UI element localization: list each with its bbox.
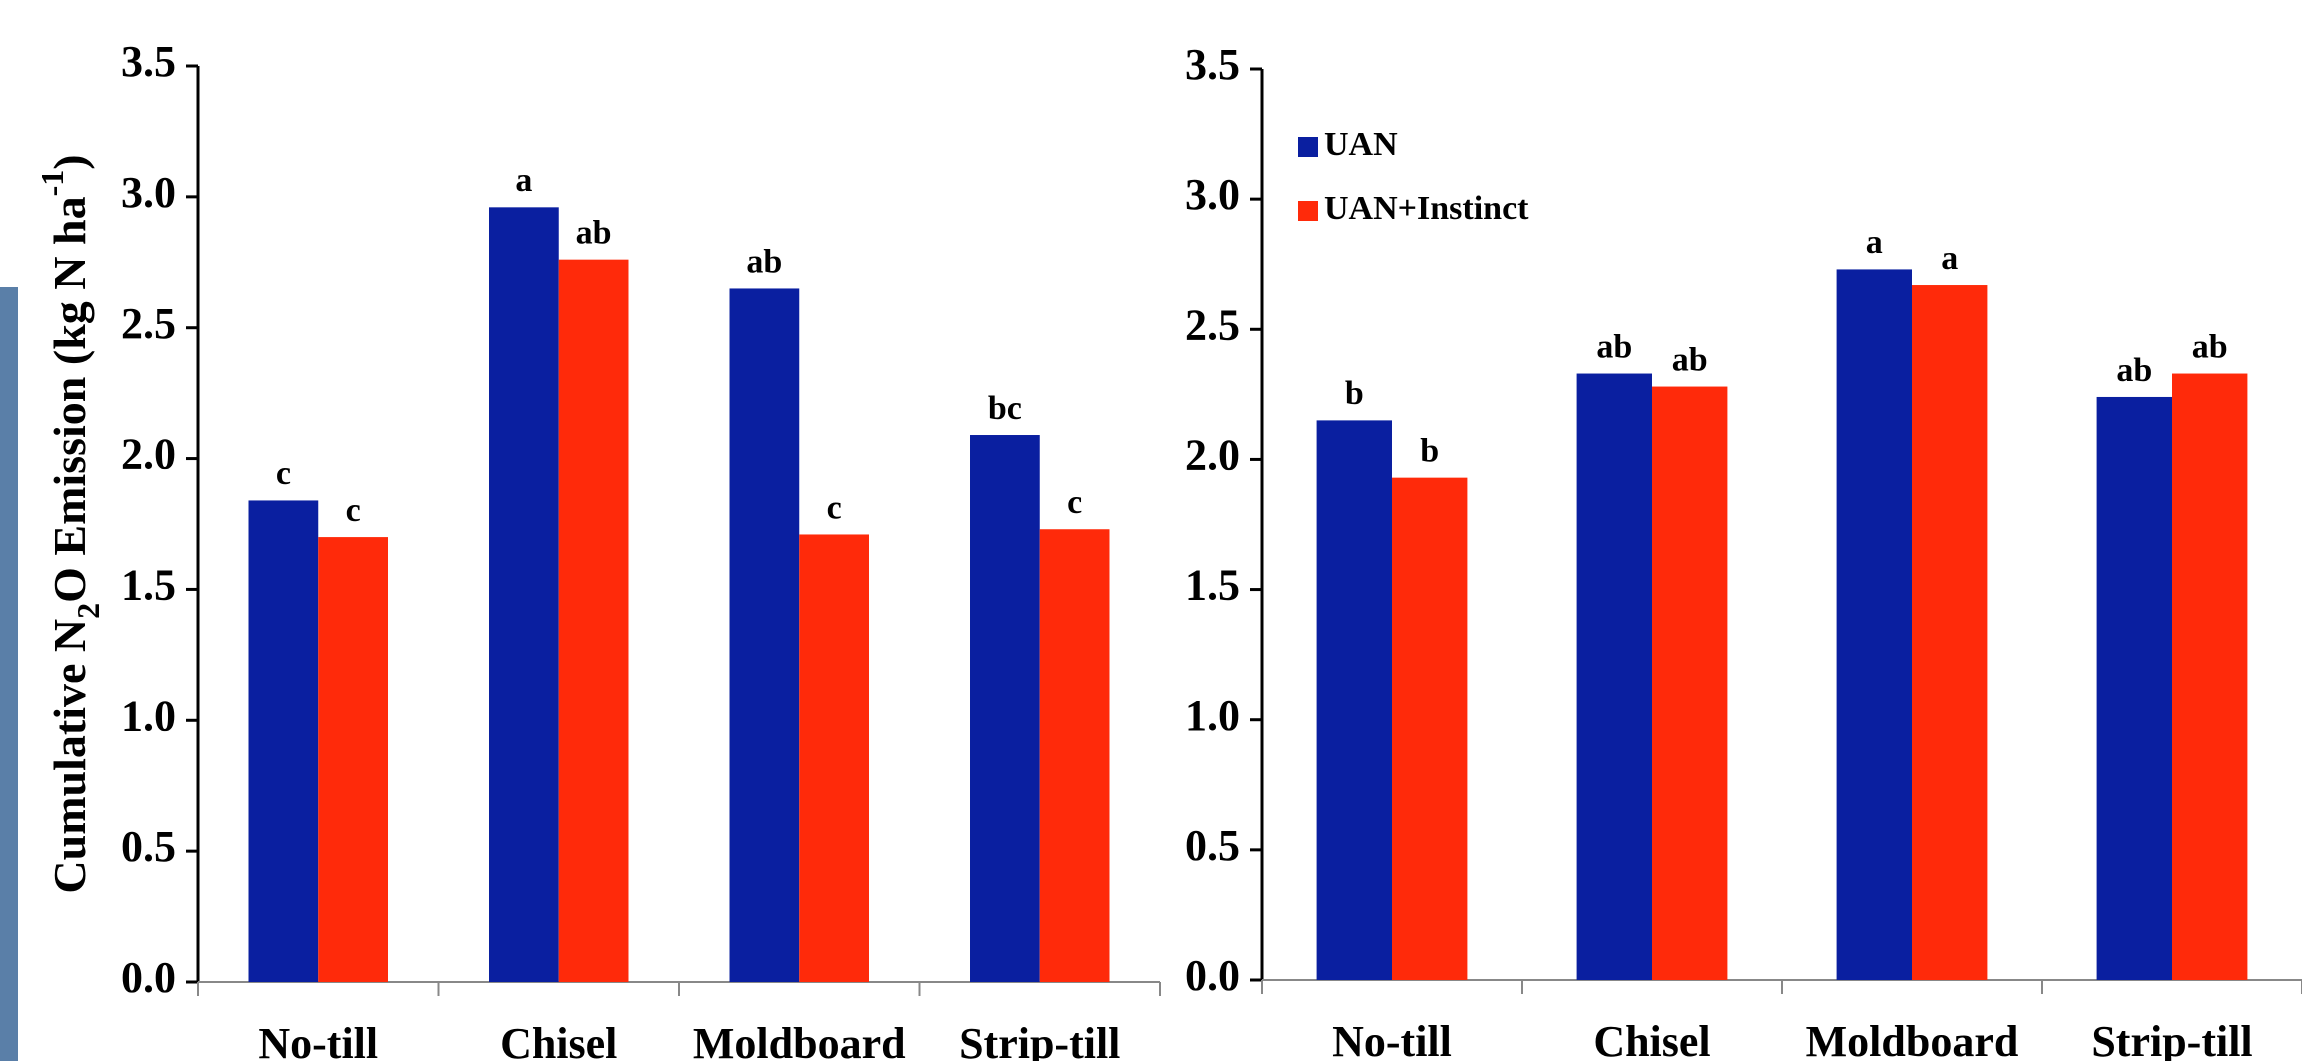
significance-letter: c bbox=[1067, 484, 1082, 521]
bar bbox=[559, 260, 629, 982]
y-tick-label: 2.5 bbox=[1185, 300, 1240, 349]
y-tick-label: 3.5 bbox=[1185, 40, 1240, 89]
bar bbox=[1912, 285, 1987, 980]
y-axis-label-part: Cumulative N bbox=[44, 619, 95, 894]
significance-letter: ab bbox=[1596, 328, 1632, 365]
bar bbox=[1317, 420, 1392, 980]
bar bbox=[1040, 529, 1110, 982]
bar bbox=[249, 500, 319, 982]
x-tick-label: No-till bbox=[1332, 1017, 1452, 1061]
y-tick-label: 1.0 bbox=[121, 691, 176, 740]
y-tick-label: 2.5 bbox=[121, 299, 176, 348]
bar bbox=[1837, 269, 1912, 980]
y-tick-label: 0.0 bbox=[121, 953, 176, 1002]
x-tick-label: Chisel bbox=[500, 1019, 617, 1061]
bar bbox=[489, 207, 559, 982]
significance-letter: a bbox=[515, 162, 532, 199]
y-tick-label: 0.0 bbox=[1185, 951, 1240, 1000]
y-axis-label-part: -1 bbox=[34, 170, 70, 197]
significance-letter: ab bbox=[2192, 328, 2228, 365]
significance-letter: c bbox=[827, 489, 842, 526]
bar bbox=[1392, 478, 1467, 980]
significance-letter: ab bbox=[746, 243, 782, 280]
background-photo-strip bbox=[0, 287, 18, 1061]
y-tick-label: 2.0 bbox=[1185, 431, 1240, 480]
y-tick-label: 0.5 bbox=[1185, 821, 1240, 870]
significance-letter: ab bbox=[576, 214, 612, 251]
y-tick-label: 3.0 bbox=[1185, 170, 1240, 219]
significance-letter: a bbox=[1941, 240, 1958, 277]
legend-label: UAN bbox=[1324, 126, 1398, 163]
significance-letter: bc bbox=[988, 390, 1022, 427]
y-tick-label: 0.5 bbox=[121, 822, 176, 871]
x-tick-label: Moldboard bbox=[693, 1019, 906, 1061]
bar bbox=[730, 288, 800, 982]
chart: 0.0 0.5 1.0 1.5 2.0 2.5 3.0 3.5 No-till c c Chisel a… bbox=[0, 0, 2302, 1061]
y-tick-label: 1.5 bbox=[1185, 561, 1240, 610]
y-axis-label-part: ) bbox=[44, 154, 95, 169]
significance-letter: c bbox=[276, 455, 291, 492]
x-tick-label: Moldboard bbox=[1806, 1017, 2019, 1061]
significance-letter: ab bbox=[1672, 341, 1708, 378]
y-axis-label-part: O Emission (kg N ha bbox=[44, 196, 95, 602]
significance-letter: c bbox=[346, 492, 361, 529]
bar bbox=[799, 534, 869, 982]
y-axis-label: Cumulative N2O Emission (kg N ha-1) bbox=[34, 154, 106, 893]
bar bbox=[318, 537, 388, 982]
y-tick-label: 1.0 bbox=[1185, 691, 1240, 740]
significance-letter: ab bbox=[2116, 352, 2152, 389]
bar bbox=[2097, 397, 2172, 980]
y-tick-label: 2.0 bbox=[121, 430, 176, 479]
legend-label: UAN+Instinct bbox=[1324, 190, 1529, 227]
x-tick-label: Chisel bbox=[1593, 1017, 1710, 1061]
x-tick-label: Strip-till bbox=[959, 1019, 1120, 1061]
y-tick-label: 3.5 bbox=[121, 37, 176, 86]
y-tick-label: 1.5 bbox=[121, 561, 176, 610]
significance-letter: b bbox=[1420, 432, 1439, 469]
bar bbox=[970, 435, 1040, 982]
legend-swatch bbox=[1298, 137, 1318, 157]
bar bbox=[2172, 374, 2247, 980]
y-tick-label: 3.0 bbox=[121, 168, 176, 217]
y-axis-label-part: 2 bbox=[70, 603, 106, 619]
significance-letter: a bbox=[1866, 224, 1883, 261]
x-tick-label: No-till bbox=[258, 1019, 378, 1061]
bar bbox=[1652, 387, 1727, 980]
x-tick-label: Strip-till bbox=[2091, 1017, 2252, 1061]
bar bbox=[1577, 374, 1652, 980]
significance-letter: b bbox=[1345, 375, 1364, 412]
legend-swatch bbox=[1298, 201, 1318, 221]
